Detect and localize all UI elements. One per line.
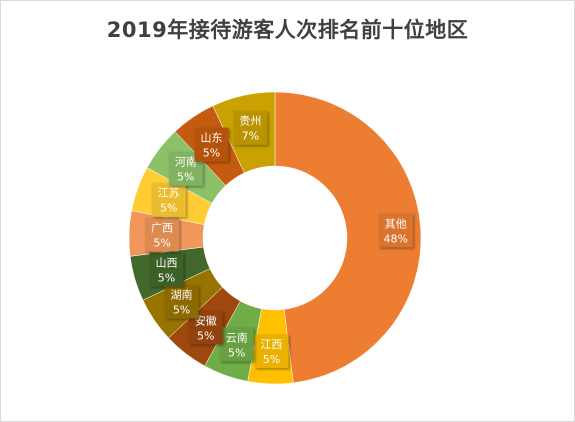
- data-label-10: 贵州 7%: [233, 110, 268, 145]
- data-label-value: 5%: [158, 272, 175, 285]
- data-label-value: 5%: [160, 202, 177, 215]
- data-label-category: 山东: [200, 132, 222, 145]
- data-label-0: 其他 48%: [378, 213, 413, 248]
- data-label-2: 云南 5%: [219, 327, 254, 362]
- data-label-4: 湖南 5%: [164, 284, 199, 319]
- labels-group: 其他 48% 江西 5% 云南 5% 安徽 5% 湖南 5% 山西 5% 广西 5% 江苏 5% 河南 5% 山东 5…: [145, 110, 413, 368]
- data-label-1: 江西 5%: [254, 333, 289, 368]
- data-label-value: 5%: [177, 171, 194, 184]
- data-label-box: [233, 110, 268, 145]
- data-label-box: [219, 327, 254, 362]
- data-label-value: 7%: [242, 130, 259, 143]
- data-label-category: 河南: [175, 156, 197, 169]
- data-label-value: 5%: [197, 329, 214, 342]
- data-label-box: [378, 213, 413, 248]
- data-label-value: 5%: [203, 147, 220, 160]
- data-label-category: 江西: [260, 338, 282, 351]
- data-label-box: [145, 217, 180, 252]
- data-label-category: 广西: [151, 221, 173, 234]
- data-label-category: 江苏: [158, 187, 180, 200]
- data-label-category: 湖南: [171, 289, 193, 302]
- data-label-value: 5%: [228, 346, 245, 359]
- data-label-box: [164, 284, 199, 319]
- data-label-category: 山西: [155, 257, 177, 270]
- data-label-category: 贵州: [239, 115, 261, 128]
- data-label-9: 山东 5%: [194, 127, 229, 162]
- data-label-value: 5%: [263, 353, 280, 366]
- data-label-7: 江苏 5%: [151, 182, 186, 217]
- data-label-category: 其他: [385, 217, 407, 230]
- data-label-value: 5%: [153, 236, 170, 249]
- data-label-box: [151, 182, 186, 217]
- data-label-box: [149, 252, 184, 287]
- data-label-5: 山西 5%: [149, 252, 184, 287]
- data-label-category: 安徽: [195, 313, 217, 327]
- data-label-box: [194, 127, 229, 162]
- data-label-box: [254, 333, 289, 368]
- data-label-8: 河南 5%: [168, 151, 203, 186]
- data-label-category: 云南: [226, 331, 248, 344]
- data-label-value: 5%: [173, 304, 190, 317]
- data-label-value: 48%: [384, 232, 408, 245]
- chart-title: 2019年接待游客人次排名前十位地区: [106, 18, 469, 42]
- data-label-6: 广西 5%: [145, 217, 180, 252]
